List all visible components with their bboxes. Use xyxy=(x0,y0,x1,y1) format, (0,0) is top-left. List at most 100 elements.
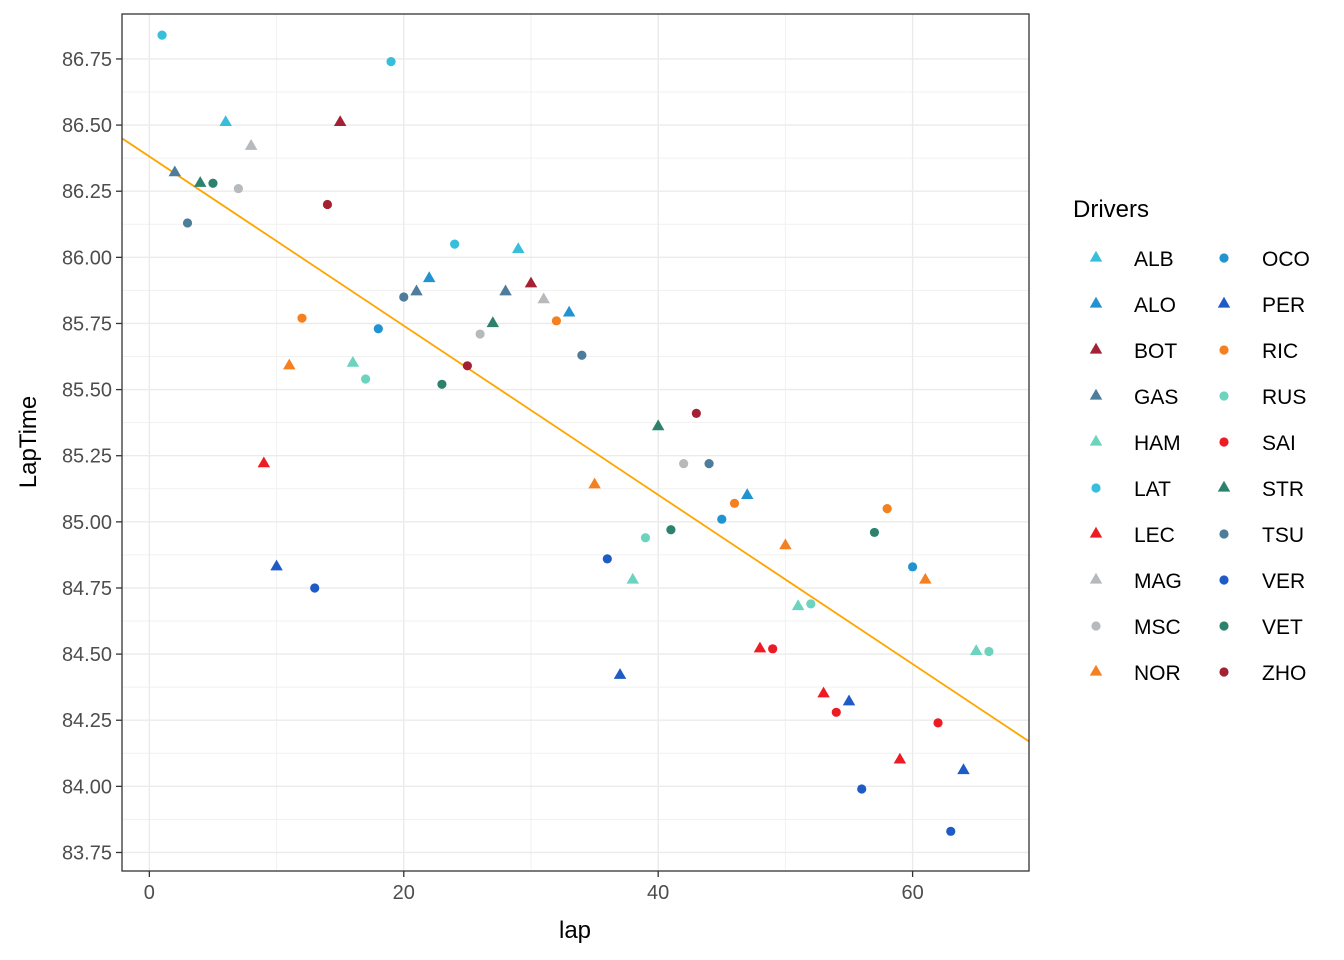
point-ric xyxy=(297,313,307,323)
legend-label-rus: RUS xyxy=(1262,386,1306,409)
point-oco xyxy=(373,324,383,334)
y-tick-label: 83.75 xyxy=(62,842,112,864)
legend-key-lec xyxy=(1089,526,1103,538)
legend-key-str xyxy=(1217,480,1231,492)
point-nor xyxy=(779,538,792,550)
point-mag xyxy=(537,292,550,304)
point-vet xyxy=(437,379,447,389)
y-tick-label: 86.25 xyxy=(62,181,112,203)
point-per xyxy=(842,694,856,706)
point-msc xyxy=(679,459,689,469)
point-ham xyxy=(969,644,983,656)
legend-key-msc xyxy=(1091,621,1101,631)
grid-lines xyxy=(122,14,1029,871)
point-per xyxy=(270,559,283,571)
y-tick-label: 84.50 xyxy=(62,644,112,666)
point-bot xyxy=(524,276,538,288)
legend-label-ric: RIC xyxy=(1262,340,1298,363)
point-lec xyxy=(753,641,767,653)
legend-label-sai: SAI xyxy=(1262,432,1296,455)
point-tsu xyxy=(704,459,714,469)
y-tick-label: 84.00 xyxy=(62,776,112,798)
y-tick-label: 85.25 xyxy=(62,446,112,468)
y-tick-label: 86.00 xyxy=(62,247,112,269)
legend-label-mag: MAG xyxy=(1134,570,1182,593)
legend-key-zho xyxy=(1219,667,1229,677)
point-gas xyxy=(499,284,512,296)
legend-key-tsu xyxy=(1219,529,1229,539)
y-tick-label: 85.00 xyxy=(62,512,112,534)
point-vet xyxy=(666,525,676,535)
point-rus xyxy=(640,533,651,543)
point-gas xyxy=(410,284,423,296)
legend-label-bot: BOT xyxy=(1134,340,1177,363)
legend-key-ham xyxy=(1089,434,1103,446)
point-oco xyxy=(717,514,727,524)
point-alb xyxy=(219,115,232,127)
point-msc xyxy=(475,329,485,339)
point-alo xyxy=(740,488,754,500)
legend-key-vet xyxy=(1219,621,1229,631)
legend-label-gas: GAS xyxy=(1134,386,1178,409)
point-per xyxy=(957,763,970,775)
point-oco xyxy=(908,562,918,572)
legend-key-nor xyxy=(1089,664,1103,676)
point-str xyxy=(486,316,500,328)
x-tick-label: 40 xyxy=(647,882,669,904)
point-rus xyxy=(984,646,994,657)
x-tick-label: 60 xyxy=(901,882,923,904)
y-tick-label: 86.75 xyxy=(62,49,112,71)
legend-label-alb: ALB xyxy=(1134,248,1174,271)
point-sai xyxy=(768,644,778,654)
legend-key-ric xyxy=(1219,345,1229,355)
point-sai xyxy=(933,718,943,728)
point-nor xyxy=(283,358,296,370)
legend-key-oco xyxy=(1219,253,1229,263)
legend-label-msc: MSC xyxy=(1134,616,1181,639)
point-lat xyxy=(450,239,460,249)
point-ver xyxy=(310,583,320,593)
legend-label-oco: OCO xyxy=(1262,248,1310,271)
point-vet xyxy=(208,178,218,188)
y-tick-label: 86.50 xyxy=(62,115,112,137)
point-sai xyxy=(831,707,841,717)
point-ver xyxy=(857,784,867,794)
point-ric xyxy=(882,504,892,514)
point-zho xyxy=(322,199,333,210)
trend-line xyxy=(121,137,1030,743)
legend-label-lec: LEC xyxy=(1134,524,1175,547)
point-lec xyxy=(893,752,907,764)
point-lec xyxy=(817,686,830,698)
legend-key-sai xyxy=(1219,437,1229,447)
point-ric xyxy=(729,498,740,508)
legend-key-alo xyxy=(1089,296,1103,308)
point-lat xyxy=(157,30,167,40)
legend-key-mag xyxy=(1089,572,1103,584)
legend-key-gas xyxy=(1089,388,1103,400)
y-axis-title: LapTime xyxy=(15,396,42,488)
point-ham xyxy=(346,355,360,367)
legend-label-alo: ALO xyxy=(1134,294,1176,317)
point-msc xyxy=(233,183,243,194)
x-tick-label: 0 xyxy=(144,882,155,904)
legend-key-bot xyxy=(1089,342,1103,354)
point-rus xyxy=(806,599,816,609)
point-bot xyxy=(333,115,347,127)
point-str xyxy=(651,419,665,431)
legend: Drivers ALB ALO BOT GAS HAM LAT LEC MAG MSC NOR OC… xyxy=(1073,196,1310,685)
legend-label-nor: NOR xyxy=(1134,662,1181,685)
point-alb xyxy=(512,242,525,254)
point-lat xyxy=(386,57,396,67)
legend-label-zho: ZHO xyxy=(1262,662,1306,685)
y-tick-label: 84.25 xyxy=(62,710,112,732)
legend-title: Drivers xyxy=(1073,196,1149,223)
y-tick-label: 84.75 xyxy=(62,578,112,600)
point-zho xyxy=(462,361,472,371)
point-lec xyxy=(257,456,271,468)
panel-border xyxy=(121,13,1030,872)
legend-key-per xyxy=(1217,296,1231,308)
y-tick-label: 85.50 xyxy=(62,380,112,402)
legend-label-tsu: TSU xyxy=(1262,524,1304,547)
legend-key-alb xyxy=(1089,250,1103,262)
